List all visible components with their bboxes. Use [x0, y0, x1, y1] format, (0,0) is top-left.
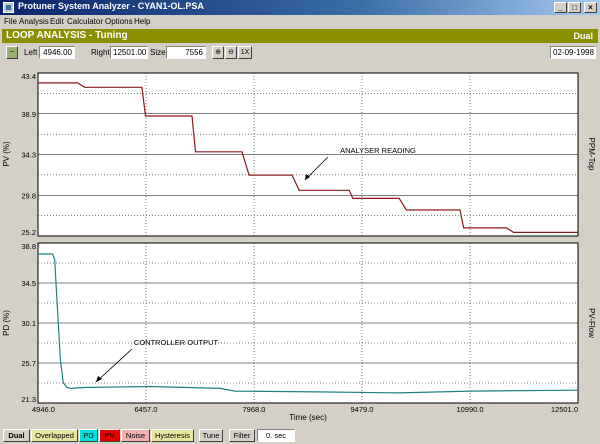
size-label: Size — [150, 48, 166, 57]
size-input[interactable]: 7556 — [166, 46, 206, 59]
pv-y-tick-label: 34.3 — [21, 151, 36, 160]
pv-side-label: PPM-Top — [587, 138, 596, 171]
zoom-reset-button[interactable]: 1X — [238, 46, 252, 59]
pd-side-label: PV-Flow — [587, 308, 596, 338]
pd-button[interactable]: PD — [79, 429, 98, 442]
menu-bar: File Analysis Edit Calculator Options He… — [0, 15, 600, 29]
menu-options[interactable]: Options — [105, 17, 133, 26]
pd-series-line — [38, 253, 579, 394]
x-tick-label: 9479.0 — [351, 405, 374, 414]
overlapped-button[interactable]: Overlapped — [31, 429, 78, 442]
pd-y-tick-label: 21.3 — [21, 395, 36, 404]
pd-annotation: CONTROLLER OUTPUT — [134, 338, 219, 347]
menu-help[interactable]: Help — [134, 17, 151, 26]
x-axis-label: Time (sec) — [289, 413, 327, 422]
pv-annotation: ANALYSER READING — [340, 146, 416, 155]
pv-y-tick-label: 38.9 — [21, 110, 36, 119]
x-tick-label: 4946.0 — [32, 405, 55, 414]
menu-edit[interactable]: Edit — [50, 17, 64, 26]
x-tick-label: 12501.0 — [551, 405, 578, 414]
zoom-out-icon[interactable]: ⊖ — [225, 46, 237, 59]
pv-series-line — [38, 82, 578, 233]
pd-annotation-arrow — [95, 348, 133, 383]
x-tick-label: 6457.0 — [135, 405, 158, 414]
left-input[interactable]: 4946.00 — [39, 46, 75, 59]
pd-arrowhead — [96, 376, 102, 382]
right-input[interactable]: 12501.00 — [110, 46, 148, 59]
maximize-icon[interactable]: □ — [568, 2, 581, 13]
date-field: 02-09-1998 — [550, 46, 596, 59]
pv-y-tick-label: 25.2 — [21, 228, 36, 237]
chart-icon[interactable]: ~ — [6, 46, 18, 59]
analysis-title: LOOP ANALYSIS - Tuning — [6, 30, 128, 41]
pv-arrowhead — [305, 174, 310, 180]
analysis-header: LOOP ANALYSIS - Tuning Dual — [2, 29, 598, 43]
pd-y-tick-label: 25.7 — [21, 359, 36, 368]
tune-button[interactable]: Tune — [199, 429, 223, 442]
pd-y-axis-label: PD (%) — [2, 310, 11, 336]
pv-y-tick-label: 29.8 — [21, 191, 36, 200]
pv-y-axis-label: PV (%) — [2, 141, 11, 167]
toolbar: ~ Left 4946.00 Right 12501.00 Size 7556 … — [2, 44, 598, 61]
pd-y-tick-label: 34.5 — [21, 279, 36, 288]
right-label: Right — [91, 48, 110, 57]
window-title: Protuner System Analyzer - CYAN1-OL.PSA — [18, 1, 204, 11]
left-label: Left — [24, 48, 38, 57]
hysteresis-button[interactable]: Hysteresis — [151, 429, 194, 442]
pd-chart: 38.8 34.5 30.1 25.7 21.3 4946.0 6457.0 7968.0 9… — [2, 242, 596, 422]
filter-value-field[interactable]: 0. sec — [257, 429, 295, 442]
x-tick-label: 10990.0 — [456, 405, 483, 414]
pd-y-tick-label: 38.8 — [21, 242, 36, 251]
minimize-icon[interactable]: _ — [554, 2, 567, 13]
zoom-in-icon[interactable]: ⊕ — [212, 46, 224, 59]
status-bar: Dual Overlapped PD PV Noise Hysteresis T… — [0, 426, 600, 444]
close-icon[interactable]: × — [584, 2, 597, 13]
pv-y-tick-label: 43.4 — [21, 72, 36, 81]
pd-y-tick-label: 30.1 — [21, 319, 36, 328]
pv-button[interactable]: PV — [99, 429, 120, 442]
menu-file[interactable]: File — [4, 17, 17, 26]
noise-button[interactable]: Noise — [121, 429, 150, 442]
menu-analysis[interactable]: Analysis — [19, 17, 49, 26]
menu-calculator[interactable]: Calculator — [67, 17, 104, 26]
title-bar: Protuner System Analyzer - CYAN1-OL.PSA … — [0, 0, 600, 15]
plots-area: 43.4 38.9 34.3 29.8 25.2 PV (%) PPM-Top ANAL… — [2, 72, 596, 422]
x-tick-label: 7968.0 — [243, 405, 266, 414]
view-mode-label: Dual — [573, 31, 593, 41]
dual-button[interactable]: Dual — [3, 429, 30, 442]
app-icon — [3, 2, 14, 13]
pv-chart: 43.4 38.9 34.3 29.8 25.2 PV (%) PPM-Top ANAL… — [2, 72, 596, 237]
filter-button[interactable]: Filter — [229, 429, 255, 442]
